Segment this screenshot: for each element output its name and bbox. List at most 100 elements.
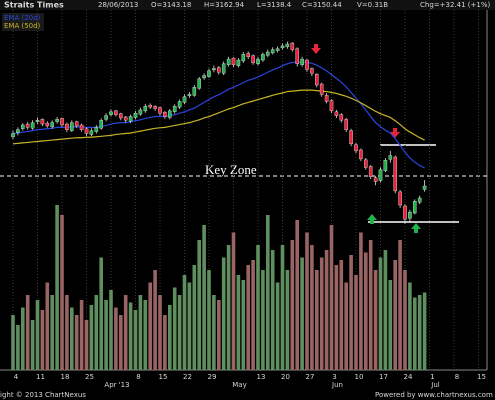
volume-bar [290,240,295,370]
candle-body [89,130,94,135]
volume-bar [212,295,216,370]
volume-bar [11,315,15,370]
volume-bar [133,310,138,370]
candle-body [40,119,45,125]
x-tick-label: 22 [183,373,192,381]
candle-body [403,205,407,220]
volume-bar [79,300,84,370]
volume-bar [422,292,427,370]
candle-body [373,177,378,182]
volume-bar [417,295,422,370]
volume-bar [270,250,275,370]
volume-bar [413,297,417,370]
header-change: Chg=+32.41 (+1%) [420,1,490,9]
candle-body [231,57,236,65]
volume-bar [285,270,290,370]
volume-bar [315,270,319,370]
header-low: L=3138.4 [257,1,292,9]
candle-body [256,58,260,64]
volume-bar [388,280,393,370]
candle-body [74,121,79,127]
candle-body [275,48,280,51]
candle-body [158,107,162,114]
candle-body [261,54,265,61]
down-arrow [390,128,400,138]
candle-body [285,43,290,48]
candle-body [167,110,172,118]
volume-bar [359,232,363,370]
x-tick-label: 1 [430,373,434,381]
volume-bar [305,232,309,370]
volume-bar [275,282,280,370]
up-arrow [367,214,377,224]
x-tick-label: 15 [477,373,486,381]
candle-body [241,54,246,62]
volume-bar [295,220,299,370]
volume-bar [114,307,118,370]
candle-body [349,130,353,145]
ema-line [12,89,425,145]
volume-bar [280,245,285,370]
candle-body [251,55,255,64]
candle-body [324,95,329,102]
volume-bar [35,300,40,370]
volume-bar [21,307,25,370]
volume-bar [109,290,113,370]
x-tick-label: 18 [61,373,70,381]
volume-bar [65,295,69,370]
volume-bar [256,245,260,370]
up-arrow [411,223,421,233]
volume-bar [16,325,20,370]
volume-bar [172,287,177,370]
x-tick-label: 17 [379,373,388,381]
x-tick-label: 15 [159,373,168,381]
candle-body [207,70,211,77]
volume-bar [408,282,412,370]
candle-body [138,109,143,115]
footer-copyright: ight © 2013 ChartNexus [0,391,86,399]
volume-bar [177,295,182,370]
month-label: Jun [331,381,343,389]
candle-body [364,159,368,168]
legend-label: EMA (50d) [4,22,41,30]
volume-bar [89,305,94,370]
volume-bar [221,257,226,370]
volume-bar [207,270,211,370]
volume-bar [197,240,201,370]
candle-body [35,120,40,122]
volume-bar [354,275,358,370]
volume-bar [344,282,348,370]
candle-body [30,122,35,129]
volume-bar [266,215,270,370]
candle-body [383,160,388,171]
x-tick-label: 11 [36,373,45,381]
candle-body [212,68,216,71]
volume-bar [45,282,50,370]
legend-label: EMA (20d) [4,14,41,22]
x-tick-label: 4 [14,373,19,381]
candle-body [94,127,99,132]
candle-body [11,133,15,137]
down-arrow [311,44,321,54]
volume-bar [158,295,162,370]
candle-body [109,111,113,115]
x-tick-label: 20 [281,373,290,381]
volume-bar [187,282,192,370]
candle-body [16,129,20,133]
candle-body [246,53,251,57]
volume-bar [324,250,329,370]
candle-body [172,105,177,113]
volume-bar [236,275,241,370]
candle-body [50,122,54,128]
header-high: H=3162.94 [204,1,245,9]
candle-body [319,83,324,95]
candle-body [60,118,64,126]
volume-bar [182,275,187,370]
legend-box [2,13,44,31]
footer-powered: Powered by www.chartnexus.com [375,391,493,399]
volume-bar [55,205,59,370]
volume-bar [40,310,45,370]
volume-bar [378,257,383,370]
month-label: May [232,381,246,389]
volume-bar [70,307,74,370]
